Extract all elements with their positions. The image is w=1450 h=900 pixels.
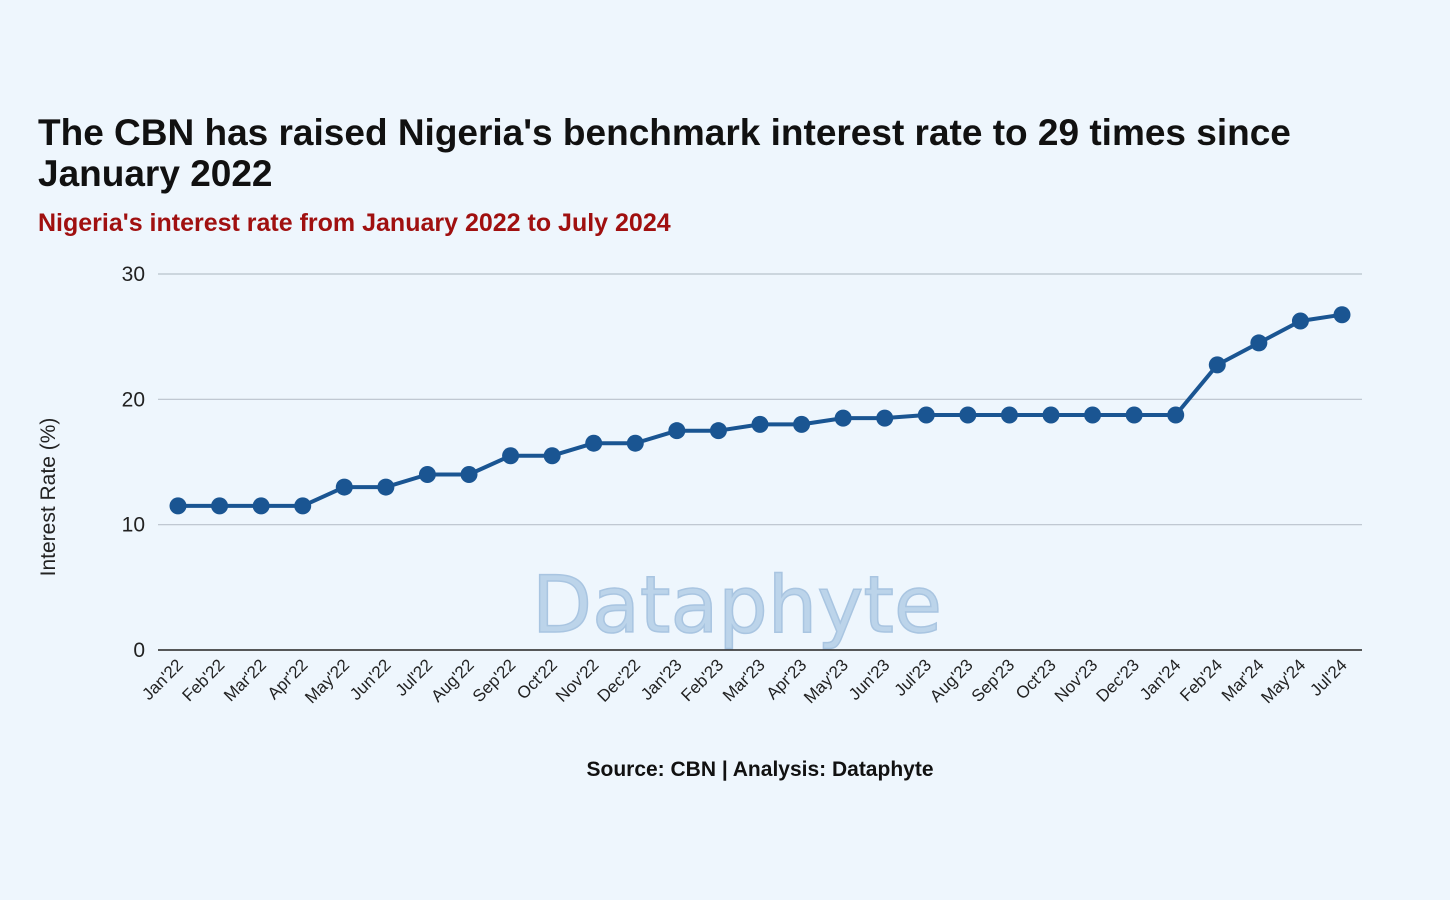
chart-subtitle: Nigeria's interest rate from January 202… bbox=[38, 209, 671, 237]
data-point bbox=[626, 434, 644, 452]
x-tick-label: Jan'22 bbox=[138, 655, 186, 703]
x-tick-label: May'22 bbox=[301, 655, 353, 707]
dataphyte-watermark-logo: Dataphyte bbox=[532, 561, 942, 651]
data-point bbox=[335, 478, 353, 496]
x-tick-label: Sep'23 bbox=[968, 655, 1018, 705]
data-point bbox=[1167, 406, 1185, 424]
x-tick-label: Oct'22 bbox=[513, 655, 561, 703]
x-tick-label: Aug'23 bbox=[926, 655, 976, 705]
data-point bbox=[543, 447, 561, 465]
x-tick-label: Nov'23 bbox=[1051, 655, 1101, 705]
data-point bbox=[502, 447, 520, 465]
data-point bbox=[585, 434, 603, 452]
grid-lines bbox=[158, 273, 1362, 526]
y-tick-label: 10 bbox=[122, 514, 145, 537]
y-tick-label: 0 bbox=[133, 639, 145, 662]
x-tick-label: Mar'22 bbox=[220, 655, 270, 705]
data-point bbox=[294, 497, 312, 515]
data-point bbox=[377, 478, 395, 496]
x-tick-label: May'24 bbox=[1257, 655, 1309, 707]
data-point bbox=[1208, 356, 1226, 374]
series-interest-rate bbox=[169, 306, 1351, 515]
x-tick-label: Jun'23 bbox=[845, 655, 893, 703]
data-point bbox=[917, 406, 935, 424]
data-point bbox=[1084, 406, 1102, 424]
data-point bbox=[959, 406, 977, 424]
x-tick-label: Aug'22 bbox=[427, 655, 477, 705]
x-tick-label: Dec'23 bbox=[1092, 655, 1142, 705]
x-axis-tick-labels: Jan'22Feb'22Mar'22Apr'22May'22Jun'22Jul'… bbox=[138, 655, 1350, 707]
x-tick-label: Jan'24 bbox=[1136, 655, 1184, 703]
x-tick-label: Jan'23 bbox=[637, 655, 685, 703]
x-tick-label: Nov'22 bbox=[552, 655, 602, 705]
axes: 0 10 20 30 bbox=[122, 263, 1362, 662]
x-tick-label: Sep'22 bbox=[469, 655, 519, 705]
data-point bbox=[252, 497, 270, 515]
data-point bbox=[1125, 406, 1143, 424]
source-note: Source: CBN | Analysis: Dataphyte bbox=[586, 758, 934, 781]
x-tick-label: Jun'22 bbox=[346, 655, 394, 703]
data-point bbox=[668, 422, 686, 440]
x-tick-label: Dec'22 bbox=[594, 655, 644, 705]
data-point bbox=[460, 466, 478, 484]
data-point bbox=[211, 497, 229, 515]
data-point bbox=[1291, 312, 1309, 330]
y-tick-label: 30 bbox=[122, 263, 145, 286]
x-tick-label: Feb'23 bbox=[677, 655, 727, 705]
series-line bbox=[176, 312, 1344, 508]
data-point bbox=[1000, 406, 1018, 424]
y-tick-label: 20 bbox=[122, 388, 145, 411]
data-point bbox=[793, 415, 811, 433]
data-point bbox=[1333, 306, 1351, 324]
x-tick-label: Oct'23 bbox=[1012, 655, 1060, 703]
data-point bbox=[418, 466, 436, 484]
data-point bbox=[709, 422, 727, 440]
y-axis-label: Interest Rate (%) bbox=[37, 418, 60, 577]
x-tick-label: Feb'24 bbox=[1176, 655, 1226, 705]
x-tick-label: Feb'22 bbox=[179, 655, 229, 705]
x-tick-label: Mar'23 bbox=[719, 655, 769, 705]
data-point bbox=[876, 409, 894, 427]
data-point bbox=[1042, 406, 1060, 424]
data-point bbox=[751, 415, 769, 433]
data-point bbox=[834, 409, 852, 427]
x-tick-label: Jul'24 bbox=[1306, 655, 1350, 699]
data-point bbox=[1250, 334, 1268, 352]
x-tick-label: May'23 bbox=[800, 655, 852, 707]
chart-title: The CBN has raised Nigeria's benchmark i… bbox=[38, 112, 1291, 194]
data-point bbox=[169, 497, 187, 515]
